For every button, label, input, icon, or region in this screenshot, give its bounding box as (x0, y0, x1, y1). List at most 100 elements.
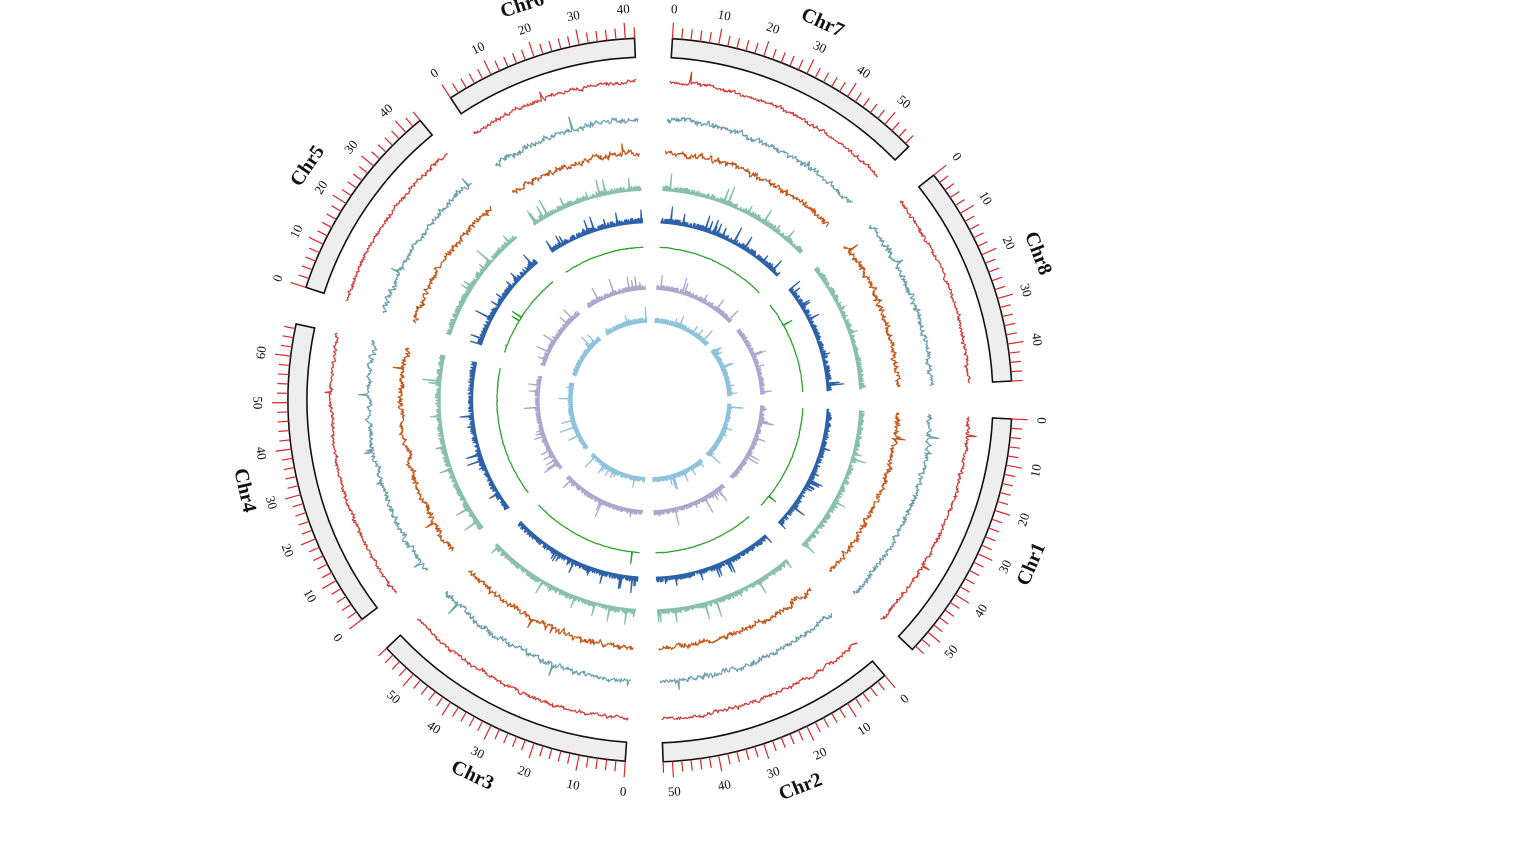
track-3-chr1 (829, 412, 906, 573)
track-1-chr8 (899, 200, 971, 384)
track-1-chr2 (661, 642, 858, 721)
track-6-chr6 (565, 246, 644, 273)
tick-chr3-12 (566, 752, 571, 764)
track-7-chr2 (653, 483, 728, 526)
tick-chr3-22 (520, 739, 526, 751)
chr-label-chr3: Chr3 (448, 756, 498, 795)
track-3-chr4 (392, 347, 454, 552)
tick-chr7-0 (671, 22, 675, 39)
tick-chr6-16 (511, 53, 518, 64)
tick-chr3-18 (539, 745, 544, 757)
tick-label-chr5-30: 30 (341, 137, 361, 157)
tick-chr7-50 (884, 111, 896, 125)
track-5-chr3 (517, 521, 639, 594)
tick-chr4-24 (298, 520, 310, 526)
tick-chr4-38 (281, 457, 293, 461)
track-6-chr2 (655, 516, 750, 554)
tick-chr7-14 (736, 37, 741, 49)
tick-chr3-26 (503, 732, 509, 744)
chr-label-chr6: Chr6 (498, 0, 547, 22)
tick-chr4-36 (283, 466, 295, 471)
tick-label-chr4-40: 40 (253, 446, 270, 461)
tick-chr2-8 (854, 697, 862, 708)
track-5-chr5 (469, 254, 538, 346)
tick-chr1-16 (999, 491, 1011, 496)
chr-label-chr2: Chr2 (776, 768, 825, 805)
track-4 (422, 173, 867, 625)
track-2-chr6 (494, 116, 639, 168)
tick-chr3-14 (557, 750, 562, 762)
track-8-chr7 (654, 315, 713, 347)
tick-chr1-22 (991, 518, 1003, 524)
tick-chr1-0 (1011, 418, 1028, 421)
tick-chr4-4 (341, 603, 352, 611)
tick-label-chr4-10: 10 (301, 586, 320, 605)
tick-chr6-28 (566, 36, 571, 48)
tick-chr5-30 (361, 155, 375, 167)
tick-label-chr2-20: 20 (811, 744, 829, 763)
tick-chr3-56 (384, 654, 394, 664)
track-1-chr1 (880, 416, 977, 620)
tick-chr4-22 (301, 529, 313, 535)
tick-chr1-32 (973, 561, 984, 568)
tick-chr1-34 (969, 569, 980, 577)
tick-chr7-34 (822, 72, 830, 83)
tick-chr1-38 (959, 586, 970, 593)
track-4-chr5 (445, 235, 518, 336)
tick-chr1-28 (981, 544, 992, 551)
track-7-chr3 (563, 475, 644, 518)
tick-chr8-8 (954, 199, 965, 206)
tick-chr4-66 (284, 325, 296, 330)
track-8-chr3 (584, 452, 646, 488)
tick-chr7-56 (904, 135, 914, 144)
track-4-chr8 (813, 266, 867, 390)
tick-chr2-24 (789, 733, 795, 745)
tick-chr3-20 (528, 742, 535, 759)
tick-chr7-24 (780, 52, 786, 63)
track-5-chr6 (545, 209, 644, 253)
track-2-chr1 (852, 413, 940, 595)
tick-label-chr8-30: 30 (1017, 282, 1035, 299)
ideogram-chr6 (449, 37, 637, 115)
tick-chr5-32 (371, 151, 381, 160)
tick-chr6-22 (539, 43, 544, 55)
tick-chr8-36 (1004, 322, 1016, 327)
tick-chr8-32 (999, 304, 1011, 309)
tick-chr7-54 (898, 128, 907, 138)
track-3-chr6 (511, 143, 641, 194)
track-4-chr3 (491, 543, 637, 625)
tick-chr4-18 (309, 546, 320, 553)
tick-chr1-52 (921, 638, 931, 647)
tick-chr7-32 (814, 67, 821, 79)
tick-label-chr2-0: 0 (897, 691, 912, 707)
track-6-chr5 (504, 281, 554, 353)
tick-chr3-48 (413, 679, 422, 689)
chr-label-chr1: Chr1 (1012, 539, 1050, 589)
tick-label-chr2-30: 30 (765, 763, 782, 781)
tick-chr4-26 (295, 512, 307, 517)
track-2-chr4 (358, 339, 429, 571)
track-3 (392, 143, 906, 651)
tick-label-chr5-40: 40 (376, 100, 396, 120)
tick-chr2-32 (754, 746, 759, 758)
tick-chr1-14 (1002, 482, 1014, 487)
tick-chr8-18 (977, 241, 988, 247)
tick-chr5-6 (305, 256, 316, 262)
tick-label-chr1-30: 30 (995, 557, 1014, 575)
tick-chr4-10 (322, 580, 337, 590)
tick-label-chr3-50: 50 (384, 687, 404, 707)
tick-chr5-42 (405, 117, 414, 127)
tick-chr1-50 (927, 631, 941, 643)
tick-chr8-42 (1008, 351, 1020, 354)
tick-chr7-46 (869, 103, 878, 114)
track-7-chr7 (656, 275, 739, 324)
track-8-chr8 (710, 347, 738, 397)
tick-chr3-46 (420, 685, 429, 695)
tick-chr5-0 (290, 281, 307, 288)
tick-chr7-12 (727, 35, 731, 47)
tick-chr5-14 (321, 221, 332, 229)
tick-chr4-8 (331, 588, 342, 595)
tick-chr5-24 (347, 181, 357, 189)
tick-chr1-12 (1004, 473, 1016, 478)
